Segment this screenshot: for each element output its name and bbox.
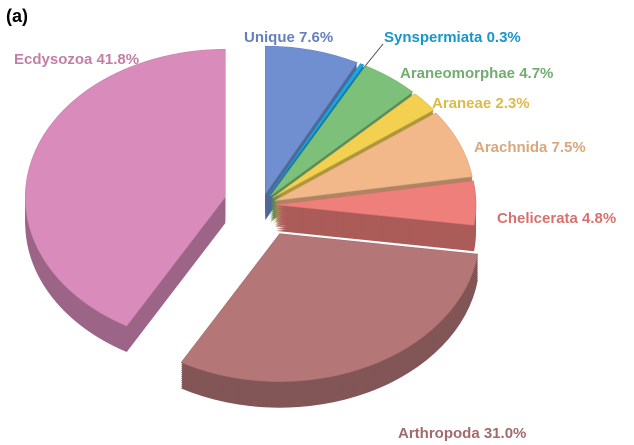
- slice-label: Chelicerata 4.8%: [497, 210, 616, 227]
- value-label: 7.5%: [552, 139, 586, 156]
- slice: [268, 63, 365, 196]
- slice: [265, 45, 358, 196]
- slice-label: Arthropoda 31.0%: [398, 425, 526, 442]
- value-label: 4.8%: [582, 210, 616, 227]
- slice: [24, 48, 226, 327]
- slice: [275, 180, 477, 226]
- slice-label: Unique 7.6%: [244, 29, 333, 46]
- slice-side: [268, 65, 364, 198]
- slice: [274, 112, 473, 201]
- category-name: Chelicerata: [497, 210, 579, 227]
- chart-title: (a): [6, 6, 28, 26]
- category-name: Araneae: [432, 95, 491, 112]
- value-label: 7.6%: [299, 29, 333, 46]
- slice: [272, 93, 435, 198]
- slice-label: Synspermiata 0.3%: [384, 29, 521, 46]
- slice-label: Araneae 2.3%: [432, 95, 530, 112]
- category-name: Synspermiata: [384, 29, 483, 46]
- value-label: 31.0%: [484, 425, 527, 442]
- category-name: Ecdysozoa: [14, 51, 93, 68]
- category-name: Arachnida: [474, 139, 548, 156]
- category-name: Araneomorphae: [400, 65, 515, 82]
- slice-label: Araneomorphae 4.7%: [400, 65, 553, 82]
- slice: [180, 233, 479, 382]
- category-name: Arthropoda: [398, 425, 480, 442]
- slice-label: Ecdysozoa 41.8%: [14, 51, 139, 68]
- slice-label: Arachnida 7.5%: [474, 139, 586, 156]
- value-label: 41.8%: [97, 51, 140, 68]
- category-name: Unique: [244, 29, 295, 46]
- value-label: 4.7%: [519, 65, 553, 82]
- value-label: 2.3%: [495, 95, 529, 112]
- value-label: 0.3%: [487, 29, 521, 46]
- slice: [270, 65, 414, 197]
